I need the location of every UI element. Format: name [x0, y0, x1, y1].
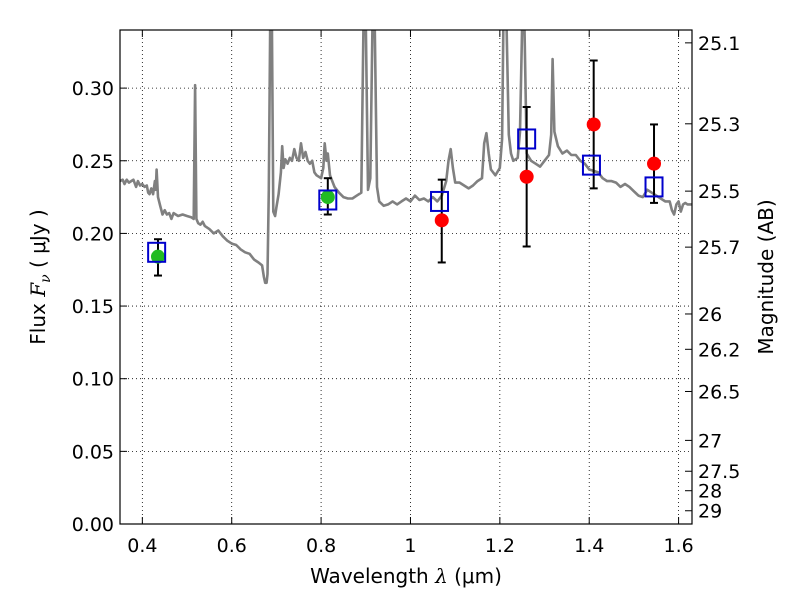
y2-tick-label: 27: [698, 430, 722, 452]
plot-content: [120, 30, 692, 285]
model-square-1: [147, 241, 167, 263]
y2-tick-label: 25.5: [698, 181, 740, 203]
model-square-6: [644, 176, 664, 198]
model-square-3: [430, 190, 450, 212]
y-axis-title-prefix: Flux: [26, 297, 50, 345]
y-axis-title-unit: ( μJy ): [26, 209, 50, 274]
x-tick-label: 1.2: [485, 535, 515, 557]
observed-flux-points: [150, 117, 662, 264]
y-tick-label: 0.30: [72, 78, 114, 100]
y2-tick-label: 26: [698, 304, 722, 326]
y2-tick-label: 25.3: [698, 114, 740, 136]
y-tick-label: 0.10: [72, 369, 114, 391]
model-photometry-squares: [147, 128, 664, 263]
y2-tick-label: 26.2: [698, 339, 740, 361]
x-tick-label: 1: [404, 535, 416, 557]
observed-point-6: [647, 156, 662, 171]
plot-frame: [119, 29, 693, 525]
model-spectrum-line: [120, 30, 692, 285]
y-tick-label: 0.00: [72, 514, 114, 536]
y-axis-title: Flux Fν ( μJy ): [26, 209, 54, 344]
y-axis-ticks: 0.00 0.05 0.10 0.15 0.20 0.25 0.30: [72, 78, 127, 536]
x-axis-title: Wavelength λ (μm): [310, 564, 502, 588]
observed-point-2: [320, 190, 335, 205]
observed-point-5: [586, 117, 601, 132]
y2-tick-label: 26.5: [698, 381, 740, 403]
x-tick-label: 0.8: [306, 535, 336, 557]
x-axis-title-unit: (μm): [448, 564, 502, 588]
x-axis-title-prefix: Wavelength: [310, 564, 435, 588]
x-tick-label: 1.4: [574, 535, 604, 557]
x-axis-ticks: 0.4 0.6 0.8 1 1.2 1.4 1.6: [127, 30, 694, 557]
observed-point-1: [150, 249, 165, 264]
x-tick-label: 0.6: [217, 535, 247, 557]
x-tick-label: 1.6: [663, 535, 693, 557]
y2-tick-label: 25.7: [698, 237, 740, 259]
observed-point-4: [519, 169, 534, 184]
y2-tick-label: 28: [698, 481, 722, 503]
model-square-2: [318, 189, 338, 211]
y-tick-label: 0.25: [72, 151, 114, 173]
model-square-5: [581, 154, 601, 176]
y2-tick-label: 29: [698, 501, 722, 523]
x-axis-title-symbol: λ: [434, 564, 448, 588]
x-tick-label: 0.4: [127, 535, 157, 557]
y-tick-label: 0.15: [72, 296, 114, 318]
model-square-4: [517, 128, 537, 150]
plot-area: [120, 30, 692, 524]
y-tick-label: 0.20: [72, 223, 114, 245]
y2-tick-label: 25.1: [698, 33, 740, 55]
y-axis-title-subscript: ν: [38, 274, 54, 283]
y-tick-label: 0.05: [72, 441, 114, 463]
y2-axis-title: Magnitude (AB): [754, 199, 778, 354]
y2-tick-label: 27.5: [698, 461, 740, 483]
y-axis-title-symbol: F: [26, 282, 50, 298]
observed-point-3: [434, 213, 449, 228]
